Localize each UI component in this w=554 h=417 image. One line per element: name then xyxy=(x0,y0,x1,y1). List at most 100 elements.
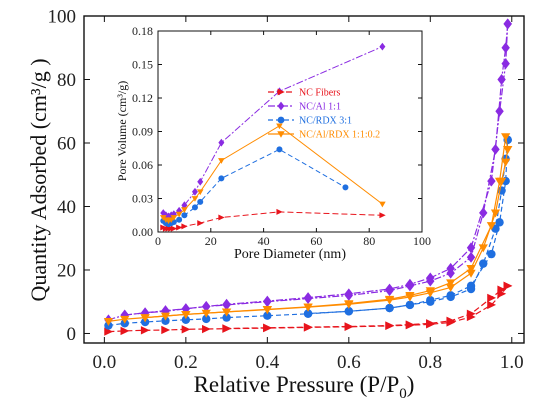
main-series-3-point-1-5 xyxy=(466,269,476,278)
main-series-1-point-1-9 xyxy=(385,285,394,297)
legend-marker-3 xyxy=(277,131,285,138)
inset-series-3-point-0-9 xyxy=(218,158,225,164)
x-axis-title-main: Relative Pressure (P/P xyxy=(194,372,400,397)
main-series-0-point-0-2 xyxy=(140,326,150,335)
main-series-1-point-1-5 xyxy=(466,251,476,263)
main-panel: 0.0 0.2 0.4 0.6 0.8 1.0 0 20 40 60 80 100 xyxy=(48,7,525,373)
main-series-0-point-1-10 xyxy=(263,323,272,332)
main-x-tick-label-0: 0.0 xyxy=(92,352,116,373)
main-series-3-point-1-0 xyxy=(503,145,513,154)
main-series-3-point-0-3 xyxy=(160,312,171,321)
y-axis-title: Quantity Adsorbed (cm³/g ) xyxy=(26,58,51,301)
legend-marker-1 xyxy=(277,101,285,111)
inset-y-tick-label-5: 0.15 xyxy=(132,58,153,72)
main-series-3-point-1-14 xyxy=(181,311,191,320)
main-y-tick-label-5: 100 xyxy=(48,7,77,28)
main-series-1-point-1-2 xyxy=(497,74,506,85)
main-series-1-point-1-13 xyxy=(222,299,231,311)
inset-series-3-point-0-4 xyxy=(170,215,178,221)
x-axis-title: Relative Pressure (P/P0) xyxy=(194,372,415,402)
main-series-1-point-1-11 xyxy=(303,293,313,305)
inset-series-2-point-0-9 xyxy=(218,175,225,182)
main-x-tick-label-2: 0.4 xyxy=(255,352,279,373)
main-series-2-point-0-3 xyxy=(161,316,170,325)
main-series-0-point-0-1 xyxy=(120,326,130,336)
inset-series-1-point-0-4 xyxy=(170,210,177,219)
inset-series-2-point-0-6 xyxy=(181,212,188,219)
inset-series-0-point-0-9 xyxy=(276,208,283,215)
main-series-0-point-1-8 xyxy=(344,322,354,331)
main-series-2-point-1-5 xyxy=(466,284,476,294)
inset-x-tick-label-4: 80 xyxy=(363,234,375,248)
main-y-tick-label-0: 0 xyxy=(67,324,77,345)
legend-marker-0 xyxy=(277,88,285,96)
inset-x-tick-label-5: 100 xyxy=(413,234,431,248)
inset-x-axis-title: Pore Diameter (nm) xyxy=(234,247,346,262)
inset-x-tick-label-2: 40 xyxy=(258,234,270,248)
main-series-2-point-1-10 xyxy=(344,307,354,316)
inset-series-0-point-0-5 xyxy=(176,224,183,231)
inset-y-tick-label-3: 0.09 xyxy=(132,125,153,139)
main-series-3-point-0-17 xyxy=(501,133,511,142)
main-series-0-point-1-2 xyxy=(487,293,497,303)
main-series-1-point-1-14 xyxy=(202,301,211,312)
legend-label-2: NC/RDX 3:1 xyxy=(299,116,352,127)
inset-x-tick-label-1: 20 xyxy=(205,234,217,248)
main-series-2-point-1-11 xyxy=(303,309,313,318)
main-series-3-point-0-1 xyxy=(120,315,130,324)
inset-series-0-point-0-6 xyxy=(181,223,188,230)
inset-series-3-point-0-10 xyxy=(276,123,283,130)
inset-x-tick-label-3: 60 xyxy=(310,234,322,248)
inset-series-1-point-0-9 xyxy=(218,138,225,147)
main-series-1-point-1-10 xyxy=(344,289,354,301)
main-series-3-point-1-9 xyxy=(384,296,395,305)
main-series-2-point-1-4 xyxy=(479,259,488,268)
main-series-3-point-1-6 xyxy=(446,284,456,293)
inset-series-3-point-0-6 xyxy=(181,207,188,213)
main-series-3-point-1-12 xyxy=(262,306,272,315)
inset-series-3-point-0-8 xyxy=(196,189,204,196)
main-series-3-point-1-13 xyxy=(221,308,232,317)
main-series-0-point-1-9 xyxy=(303,322,313,332)
inset-series-2-point-0-7 xyxy=(191,204,198,211)
legend-marker-2 xyxy=(277,116,285,124)
main-frame xyxy=(83,15,525,344)
main-series-1-point-1-6 xyxy=(446,267,455,279)
main-series-1-point-1-3 xyxy=(491,143,500,155)
main-x-tick-label-4: 0.8 xyxy=(418,352,442,373)
main-series-0-point-1-7 xyxy=(385,321,395,330)
main-series-0-point-1-5 xyxy=(426,319,435,328)
main-series-3-point-1-10 xyxy=(344,300,354,309)
inset-series-2-point-0-11 xyxy=(342,184,349,191)
inset-background xyxy=(158,31,422,232)
main-series-3-point-1-8 xyxy=(405,293,415,302)
main-x-tick-label-3: 0.6 xyxy=(337,352,361,373)
main-series-3-point-0-0 xyxy=(103,318,114,327)
inset-series-0-point-0-8 xyxy=(218,214,225,221)
main-series-0-point-0-0 xyxy=(104,327,114,336)
x-axis-title-close: ) xyxy=(407,372,415,397)
inset-series-0-point-0-7 xyxy=(197,220,204,227)
inset-series-1-point-0-8 xyxy=(197,177,204,186)
inset-y-axis-title: Pore Volume (cm³/g) xyxy=(115,81,129,181)
main-series-0-point-0-5 xyxy=(202,324,211,334)
main-series-1-point-1-15 xyxy=(181,303,191,315)
main-series-3-line-1 xyxy=(145,149,509,319)
main-series-1-point-0-16 xyxy=(495,105,504,117)
main-series-0-point-1-3 xyxy=(466,309,476,318)
inset-series-2-point-0-10 xyxy=(276,146,283,153)
inset-x-tick-label-0: 0 xyxy=(155,234,161,248)
main-series-1-point-1-4 xyxy=(479,207,488,219)
inset-series-1-point-0-6 xyxy=(181,201,188,210)
main-series-1-point-1-1 xyxy=(501,42,510,54)
main-series-0-point-0-15 xyxy=(487,300,497,310)
main-series-3-point-1-11 xyxy=(303,303,313,312)
main-series-2-point-0-7 xyxy=(263,311,272,320)
inset-y-tick-label-6: 0.18 xyxy=(132,24,153,38)
main-series-2-point-1-9 xyxy=(385,303,394,313)
inset-series-2-point-0-8 xyxy=(197,198,204,205)
main-series-0-point-1-6 xyxy=(405,320,415,329)
main-series-0-point-1-1 xyxy=(497,285,507,294)
main-series-2-point-1-8 xyxy=(405,300,415,310)
main-series-3-point-0-5 xyxy=(201,309,211,318)
